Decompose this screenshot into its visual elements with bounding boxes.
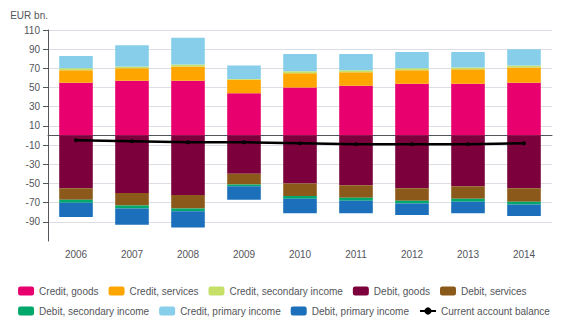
svg-text:2009: 2009 <box>233 249 256 260</box>
svg-text:-10: -10 <box>26 140 41 151</box>
svg-text:2010: 2010 <box>289 249 312 260</box>
svg-text:-70: -70 <box>26 197 41 208</box>
svg-text:-50: -50 <box>26 178 41 189</box>
svg-text:Credit, services: Credit, services <box>130 286 199 297</box>
svg-text:30: 30 <box>29 101 41 112</box>
svg-text:2012: 2012 <box>401 249 424 260</box>
svg-text:Debit, goods: Debit, goods <box>374 286 430 297</box>
svg-text:2011: 2011 <box>345 249 367 260</box>
svg-text:-90: -90 <box>26 216 41 227</box>
svg-text:-30: -30 <box>26 159 41 170</box>
svg-text:Debit, services: Debit, services <box>461 286 527 297</box>
svg-text:70: 70 <box>29 63 41 74</box>
svg-text:50: 50 <box>29 82 41 93</box>
svg-text:EUR bn.: EUR bn. <box>10 10 48 21</box>
svg-text:Debit, secondary income: Debit, secondary income <box>39 306 149 317</box>
svg-text:90: 90 <box>29 44 41 55</box>
svg-text:2014: 2014 <box>513 249 536 260</box>
svg-text:2007: 2007 <box>121 249 144 260</box>
svg-text:Debit, primary income: Debit, primary income <box>312 306 410 317</box>
svg-text:10: 10 <box>29 120 41 131</box>
svg-text:Current account balance: Current account balance <box>441 306 550 317</box>
svg-text:2006: 2006 <box>65 249 88 260</box>
svg-text:2008: 2008 <box>177 249 200 260</box>
svg-text:2013: 2013 <box>457 249 480 260</box>
svg-text:Credit, goods: Credit, goods <box>39 286 98 297</box>
svg-text:Credit, secondary income: Credit, secondary income <box>229 286 343 297</box>
svg-text:Credit, primary income: Credit, primary income <box>180 306 281 317</box>
svg-text:110: 110 <box>24 25 40 36</box>
